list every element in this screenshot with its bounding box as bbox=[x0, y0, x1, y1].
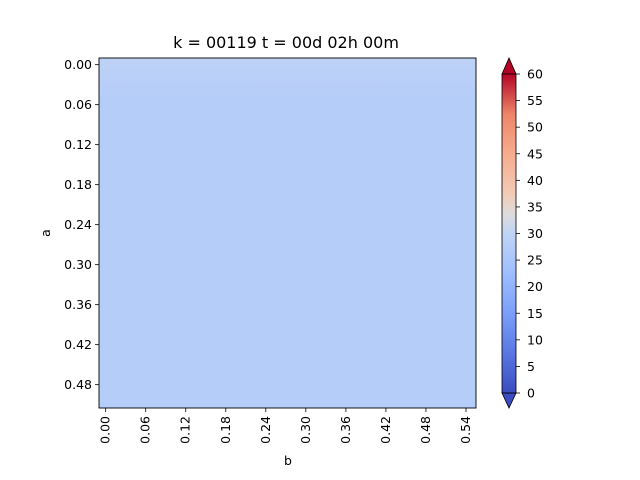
y-axis-ticks: 0.00 0.06 0.12 0.18 0.24 0.30 0.36 0.42 0.48 bbox=[64, 57, 99, 392]
colorbar-gradient bbox=[502, 74, 516, 393]
y-tick-label: 0.18 bbox=[64, 177, 92, 192]
x-tick-label: 0.54 bbox=[458, 416, 473, 444]
colorbar-tick-label: 15 bbox=[527, 306, 543, 321]
colorbar-ticks: 0 5 10 15 20 25 30 35 40 45 50 55 60 bbox=[516, 67, 543, 401]
colorbar-tick-label: 25 bbox=[527, 253, 543, 268]
x-tick-label: 0.36 bbox=[338, 416, 353, 444]
y-axis-label: a bbox=[38, 229, 53, 237]
colorbar-tick-label: 5 bbox=[527, 359, 535, 374]
colorbar-tick-label: 0 bbox=[527, 386, 535, 401]
colorbar-tick-label: 40 bbox=[527, 173, 543, 188]
y-tick-label: 0.06 bbox=[64, 97, 92, 112]
x-tick-label: 0.48 bbox=[418, 416, 433, 444]
y-tick-label: 0.00 bbox=[64, 57, 92, 72]
heatmap-field bbox=[99, 58, 476, 408]
y-tick-label: 0.30 bbox=[64, 257, 92, 272]
plot-frame bbox=[98, 57, 477, 409]
x-tick-label: 0.18 bbox=[218, 416, 233, 444]
x-tick-label: 0.24 bbox=[258, 416, 273, 444]
colorbar-tick-label: 10 bbox=[527, 332, 543, 347]
x-tick-label: 0.12 bbox=[178, 416, 193, 444]
colorbar-extend-max bbox=[501, 57, 517, 75]
x-tick-label: 0.00 bbox=[98, 416, 113, 444]
x-tick-label: 0.42 bbox=[378, 416, 393, 444]
heatmap-top-gradient bbox=[99, 58, 476, 98]
colorbar-tick-label: 45 bbox=[527, 146, 543, 161]
colorbar-tick-label: 35 bbox=[527, 199, 543, 214]
x-tick-label: 0.06 bbox=[138, 416, 153, 444]
y-tick-label: 0.36 bbox=[64, 297, 92, 312]
y-tick-label: 0.42 bbox=[64, 337, 92, 352]
plot-area bbox=[98, 57, 477, 409]
colorbar-tick-label: 55 bbox=[527, 93, 543, 108]
x-tick-label: 0.30 bbox=[298, 416, 313, 444]
colorbar-tick-label: 20 bbox=[527, 279, 543, 294]
colorbar-tick-label: 60 bbox=[527, 67, 543, 82]
y-tick-label: 0.12 bbox=[64, 137, 92, 152]
x-axis-label: b bbox=[284, 453, 292, 468]
chart-title: k = 00119 t = 00d 02h 00m bbox=[173, 33, 399, 52]
colorbar-extend-min bbox=[501, 392, 517, 409]
y-tick-label: 0.24 bbox=[64, 217, 92, 232]
colorbar-tick-label: 50 bbox=[527, 120, 543, 135]
colorbar: 0 5 10 15 20 25 30 35 40 45 50 55 60 bbox=[501, 57, 543, 409]
colorbar-tick-label: 30 bbox=[527, 226, 543, 241]
x-axis-ticks: 0.00 0.06 0.12 0.18 0.24 0.30 0.36 0.42 0.48 0.54 bbox=[98, 408, 473, 444]
y-tick-label: 0.48 bbox=[64, 377, 92, 392]
